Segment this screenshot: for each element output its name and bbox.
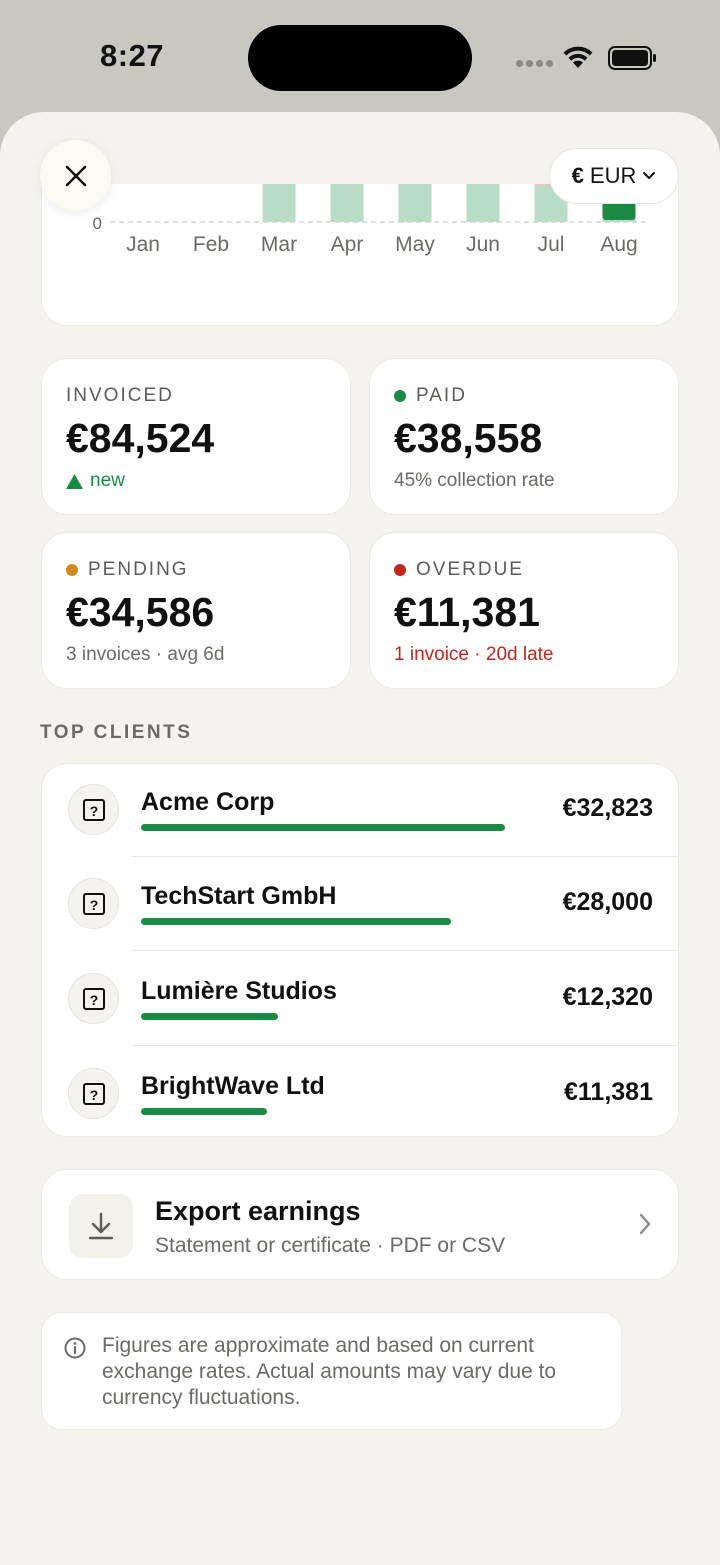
export-earnings-button[interactable]: Export earnings Statement or certificate…: [41, 1169, 679, 1280]
pending-status-dot: [66, 564, 78, 576]
client-share-bar: [141, 1013, 278, 1020]
export-title: Export earnings: [155, 1196, 361, 1226]
unknown-logo-icon: ?: [82, 892, 105, 915]
client-name: BrightWave Ltd: [141, 1072, 325, 1100]
x-tick-label: Mar: [261, 233, 297, 256]
client-row-techstart-gmbh[interactable]: ? TechStart GmbH €28,000: [42, 858, 680, 953]
svg-text:?: ?: [89, 992, 98, 1008]
x-tick-label: Apr: [331, 233, 364, 256]
top-clients-title: TOP CLIENTS: [40, 722, 193, 743]
invoiced-trend: new: [66, 470, 125, 492]
chart-canvas: 0 Jan Feb Mar Apr May Jun Jul Aug: [93, 184, 650, 256]
download-icon: [88, 1212, 114, 1240]
invoiced-card: INVOICED €84,524 new: [41, 358, 351, 515]
x-tick-label: May: [395, 233, 435, 256]
close-icon: [65, 165, 86, 186]
bar-segment: [398, 184, 432, 222]
pending-card: PENDING €34,586 3 invoices · avg 6d: [41, 532, 351, 689]
svg-text:?: ?: [89, 803, 98, 819]
client-amount: €28,000: [562, 888, 653, 916]
client-row-brightwave-ltd[interactable]: ? BrightWave Ltd €11,381: [42, 1048, 680, 1143]
client-name: TechStart GmbH: [141, 882, 337, 910]
trend-up-icon: [66, 473, 83, 489]
paid-status-dot: [394, 390, 406, 402]
client-name: Acme Corp: [141, 788, 275, 816]
paid-value: €38,558: [394, 415, 543, 461]
paid-collection-rate: 45% collection rate: [394, 470, 555, 491]
overdue-status-dot: [394, 564, 406, 576]
status-time: 8:27: [100, 38, 165, 73]
client-avatar: ?: [68, 878, 119, 929]
overdue-details: 1 invoice · 20d late: [394, 644, 554, 665]
earnings-sheet: € EUR 0 Jan Feb Mar Apr May Jun Jul Aug INVOICED…: [0, 112, 720, 1565]
y-tick-label: 0: [93, 214, 102, 233]
unknown-logo-icon: ?: [82, 798, 105, 821]
info-icon: [64, 1337, 86, 1359]
overdue-label: OVERDUE: [394, 559, 524, 581]
svg-text:?: ?: [89, 1087, 98, 1103]
unknown-logo-icon: ?: [82, 987, 105, 1010]
export-subtitle: Statement or certificate · PDF or CSV: [155, 1234, 506, 1257]
invoiced-value: €84,524: [66, 415, 215, 461]
status-bar: 8:27: [0, 0, 720, 112]
overdue-value: €11,381: [394, 589, 540, 635]
svg-text:?: ?: [89, 897, 98, 913]
client-amount: €12,320: [562, 983, 653, 1011]
client-name: Lumière Studios: [141, 977, 337, 1005]
x-tick-label: Jul: [538, 233, 565, 256]
export-icon-box: [69, 1194, 133, 1258]
client-avatar: ?: [68, 784, 119, 835]
client-row-acme-corp[interactable]: ? Acme Corp €32,823: [42, 764, 680, 859]
client-share-bar: [141, 1108, 267, 1115]
client-share-bar: [141, 918, 451, 925]
cellular-signal-icon: [516, 60, 553, 67]
row-divider: [132, 950, 678, 951]
currency-code: EUR: [589, 163, 637, 188]
row-divider: [132, 1045, 678, 1046]
client-amount: €11,381: [564, 1078, 653, 1106]
chevron-down-icon: [643, 172, 656, 179]
battery-icon: [608, 46, 656, 70]
paid-label: PAID: [394, 385, 467, 407]
overdue-card: OVERDUE €11,381 1 invoice · 20d late: [369, 532, 679, 689]
x-tick-label: Feb: [193, 233, 229, 256]
x-tick-label: Aug: [600, 233, 637, 256]
bar-segment: [330, 184, 364, 222]
unknown-logo-icon: ?: [82, 1082, 105, 1105]
pending-label: PENDING: [66, 559, 189, 581]
bar-segment: [262, 184, 296, 222]
wifi-icon: [563, 46, 593, 68]
client-amount: €32,823: [562, 794, 653, 822]
x-tick-label: Jun: [466, 233, 500, 256]
dynamic-island: [248, 25, 472, 91]
chevron-right-icon: [639, 1213, 651, 1235]
paid-card: PAID €38,558 45% collection rate: [369, 358, 679, 515]
client-avatar: ?: [68, 973, 119, 1024]
bar-segment: [466, 184, 500, 222]
client-row-lumiere-studios[interactable]: ? Lumière Studios €12,320: [42, 953, 680, 1048]
currency-selector[interactable]: € EUR: [549, 148, 679, 204]
client-share-bar: [141, 824, 505, 831]
client-avatar: ?: [68, 1068, 119, 1119]
row-divider: [132, 856, 678, 857]
close-button[interactable]: [40, 140, 111, 211]
exchange-rate-disclaimer: Figures are approximate and based on cur…: [41, 1312, 622, 1430]
x-tick-label: Jan: [126, 233, 160, 256]
disclaimer-text: Figures are approximate and based on cur…: [102, 1334, 557, 1409]
top-clients-list: ? Acme Corp €32,823 ? TechStart GmbH €28…: [41, 763, 679, 1137]
pending-details: 3 invoices · avg 6d: [66, 644, 225, 665]
pending-value: €34,586: [66, 589, 215, 635]
euro-icon: €: [571, 163, 584, 188]
monthly-earnings-chart: 0 Jan Feb Mar Apr May Jun Jul Aug: [41, 184, 679, 326]
invoiced-label: INVOICED: [66, 385, 174, 406]
